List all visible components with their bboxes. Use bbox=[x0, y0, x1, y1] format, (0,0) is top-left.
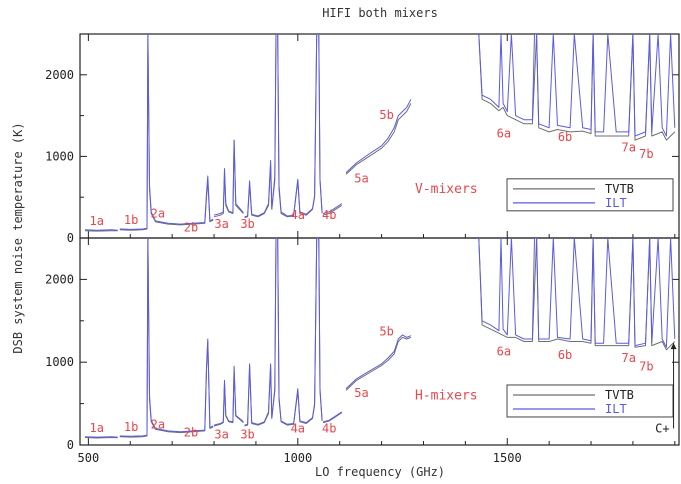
series-line-tvtb bbox=[119, 238, 214, 438]
y-tick-label: 1000 bbox=[45, 149, 74, 163]
series-line-ilt bbox=[244, 34, 323, 218]
y-tick-label: 2000 bbox=[45, 68, 74, 82]
band-label-3a: 3a bbox=[214, 427, 228, 441]
y-tick-label: 1000 bbox=[45, 355, 74, 369]
band-label-1b: 1b bbox=[124, 420, 138, 434]
band-label-6b: 6b bbox=[558, 348, 572, 362]
panel-h-mixers: 0 1000 2000 500 1000 1500 1a 1b 2a 2b 3a 3b 4a 4b 5a 5b… bbox=[45, 237, 680, 465]
band-label-5b: 5b bbox=[379, 325, 393, 339]
x-tick-label: 500 bbox=[78, 451, 100, 465]
series-line-tvtb bbox=[84, 437, 118, 439]
series-line-ilt bbox=[322, 203, 343, 214]
annotation-c-plus: C+ bbox=[655, 421, 669, 435]
band-label-5a: 5a bbox=[354, 172, 368, 186]
legend-box bbox=[506, 384, 674, 418]
band-label-5b: 5b bbox=[379, 108, 393, 122]
y-axis-title: DSB system noise temperature (K) bbox=[11, 122, 25, 353]
series-line-ilt bbox=[478, 34, 676, 137]
band-label-4a: 4a bbox=[291, 422, 305, 436]
band-label-5a: 5a bbox=[354, 386, 368, 400]
series-line-tvtb bbox=[322, 412, 343, 424]
band-label-6b: 6b bbox=[558, 130, 572, 144]
band-label-3a: 3a bbox=[214, 217, 228, 231]
y-tick-label: 0 bbox=[67, 231, 74, 245]
series-line-ilt bbox=[478, 238, 676, 348]
band-label-2a: 2a bbox=[151, 207, 165, 221]
panel-label: H-mixers bbox=[415, 388, 478, 403]
band-label-2b: 2b bbox=[184, 220, 198, 234]
series-line-ilt bbox=[322, 411, 343, 423]
band-label-2b: 2b bbox=[184, 426, 198, 440]
y-tick-label: 0 bbox=[67, 438, 74, 452]
legend-label-ilt: ILT bbox=[605, 402, 627, 416]
band-label-4b: 4b bbox=[322, 208, 336, 222]
x-tick-label: 1000 bbox=[283, 451, 312, 465]
band-label-4a: 4a bbox=[291, 208, 305, 222]
legend-box bbox=[506, 178, 674, 212]
series-line-tvtb bbox=[345, 336, 412, 391]
band-label-6a: 6a bbox=[497, 127, 511, 141]
legend-label-tvtb: TVTB bbox=[605, 388, 634, 402]
series-line-tvtb bbox=[322, 204, 343, 216]
band-label-7b: 7b bbox=[639, 359, 653, 373]
chart-title: HIFI both mixers bbox=[322, 6, 438, 20]
x-tick-label: 1500 bbox=[493, 451, 522, 465]
annotation-arrow-head bbox=[670, 343, 677, 350]
x-axis-title: LO frequency (GHz) bbox=[315, 465, 445, 479]
series-line-ilt bbox=[345, 334, 412, 390]
series-line-tvtb bbox=[345, 103, 412, 175]
series-line-ilt bbox=[119, 34, 214, 230]
band-label-7a: 7a bbox=[622, 141, 636, 155]
series-line-ilt bbox=[119, 238, 214, 437]
series-line-tvtb bbox=[478, 238, 676, 351]
panel-v-mixers: 0 1000 2000 1a 1b 2a 2b 3a 3b 4a 4b 5a 5b 6a 6b 7a 7b V-m… bbox=[45, 33, 680, 245]
legend-label-ilt: ILT bbox=[605, 196, 627, 210]
series-line-ilt bbox=[345, 99, 412, 174]
series-lines bbox=[84, 34, 676, 232]
panel-label: V-mixers bbox=[415, 182, 478, 197]
series-line-tvtb bbox=[119, 34, 214, 231]
series-line-tvtb bbox=[213, 139, 244, 218]
band-label-6a: 6a bbox=[497, 345, 511, 359]
band-label-1a: 1a bbox=[90, 421, 104, 435]
band-label-4b: 4b bbox=[322, 422, 336, 436]
legend-label-tvtb: TVTB bbox=[605, 182, 634, 196]
band-label-7a: 7a bbox=[622, 351, 636, 365]
band-label-7b: 7b bbox=[639, 147, 653, 161]
series-lines bbox=[84, 238, 676, 439]
panel-frame bbox=[79, 237, 680, 446]
series-line-ilt bbox=[244, 238, 323, 426]
series-line-ilt bbox=[213, 139, 244, 216]
band-label-3b: 3b bbox=[240, 217, 254, 231]
band-label-1b: 1b bbox=[124, 213, 138, 227]
series-line-tvtb bbox=[244, 34, 323, 219]
band-label-1a: 1a bbox=[90, 214, 104, 228]
series-line-ilt bbox=[213, 365, 244, 426]
band-label-2a: 2a bbox=[151, 417, 165, 431]
series-line-tvtb bbox=[244, 238, 323, 427]
band-label-3b: 3b bbox=[240, 427, 254, 441]
y-tick-label: 2000 bbox=[45, 272, 74, 286]
